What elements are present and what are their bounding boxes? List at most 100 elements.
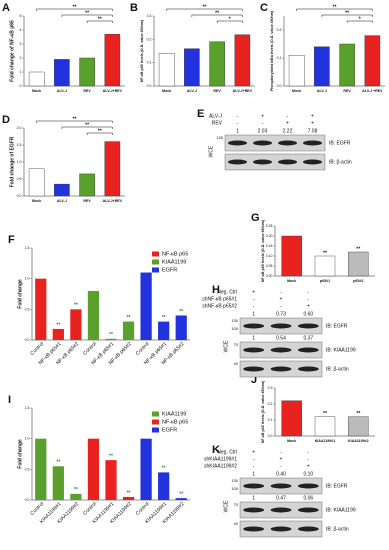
bar [158, 53, 175, 87]
bar [234, 34, 251, 87]
band-ratio: 2.22 [283, 128, 293, 134]
band-ratio: 0.73 [276, 311, 286, 317]
y-tick-label: 0.3 [147, 14, 152, 18]
significance-bracket [36, 8, 113, 11]
significance-label: ** [162, 315, 166, 321]
band-label: IB: EGFR [329, 140, 351, 146]
side-label: WCE [208, 145, 214, 157]
significance-label: ** [109, 332, 113, 338]
legend-label: KIAA1199 [162, 411, 186, 417]
significance-label: ** [333, 4, 337, 10]
bar [158, 321, 170, 340]
band-ratio: 1 [236, 128, 239, 134]
side-label: WCE [223, 500, 229, 512]
blot-band [297, 483, 319, 489]
y-tick-label: 0.5 [25, 307, 30, 311]
blot-band [303, 159, 322, 165]
condition-sign: + [307, 303, 310, 309]
y-tick-label: 0.1 [147, 61, 152, 65]
band-ratio: 0.40 [276, 471, 286, 477]
legend-label: EGFR [162, 427, 177, 433]
x-tick-label: Mock [32, 199, 41, 203]
significance-label: ** [74, 487, 78, 493]
y-tick-label: 0.5 [17, 177, 22, 181]
significance-label: ** [356, 246, 360, 252]
y-axis-title: NF-κB p65 levels (O.D. value 450nm) [261, 219, 265, 282]
band-ratio: 1 [252, 335, 255, 341]
blot-band [228, 159, 247, 165]
bar [348, 416, 369, 437]
x-tick-label: ALV-J+REV [103, 89, 123, 93]
blot-band [297, 366, 319, 372]
y-tick-label: 0.05 [266, 264, 273, 268]
blot-band [270, 483, 292, 489]
x-tick-label: Mock [287, 439, 296, 443]
bar [348, 251, 369, 277]
bar [314, 46, 330, 87]
band-ratio: 7.08 [308, 128, 318, 134]
condition-sign: - [307, 296, 309, 302]
condition-label: Neg. Ctrl [217, 449, 237, 455]
bar [104, 141, 121, 197]
side-label: WCE [223, 340, 229, 352]
bar [364, 35, 381, 87]
condition-sign: - [253, 296, 255, 302]
blot-band [228, 140, 247, 146]
bar [158, 472, 170, 500]
condition-sign: - [280, 303, 282, 309]
significance-bracket [321, 14, 373, 17]
band-label: IB: β-actin [326, 366, 349, 372]
significance-label: ** [98, 16, 102, 22]
panel-label: B [130, 2, 138, 14]
blot-band [270, 526, 292, 532]
legend-swatch [152, 419, 159, 425]
x-tick-label: ALV-J+REV [233, 89, 253, 93]
condition-sign: + [280, 296, 283, 302]
bar [209, 41, 225, 87]
bar [314, 255, 336, 277]
legend-swatch [152, 427, 159, 433]
significance-label: ** [215, 10, 219, 16]
condition-sign: - [307, 289, 309, 295]
blot-band [253, 159, 272, 165]
bar [288, 55, 305, 87]
condition-label: Neg. Ctrl [217, 289, 237, 295]
x-tick-label: Control [82, 501, 98, 517]
blot-band [243, 507, 265, 513]
y-axis-title: Phosphorylated IκBα levels (O.D. value 4… [270, 10, 274, 91]
panel-label: J [251, 374, 257, 386]
condition-sign: + [311, 120, 314, 126]
y-tick-label: 0.2 [147, 37, 152, 41]
x-tick-label: KIAA1199#2 [348, 439, 369, 443]
y-tick-label: 3 [20, 42, 22, 46]
x-tick-label: Control [82, 341, 98, 357]
significance-bracket [296, 8, 373, 11]
condition-sign: - [280, 449, 282, 455]
size-marker: 130 [231, 318, 238, 323]
band-ratio: 0.47 [276, 495, 286, 501]
band-ratio: 0.60 [303, 311, 313, 317]
condition-sign: - [307, 449, 309, 455]
size-marker: 40 [234, 361, 239, 366]
y-tick-label: 5 [20, 14, 22, 18]
condition-sign: - [262, 120, 264, 126]
blot-band [297, 526, 319, 532]
panel-label: I [8, 394, 11, 406]
x-tick-label: REV [213, 89, 221, 93]
band-ratio: 1 [252, 495, 255, 501]
bar [70, 493, 82, 500]
x-tick-label: p65#1 [320, 279, 330, 283]
significance-label: ** [85, 10, 89, 16]
condition-sign: + [307, 463, 310, 469]
condition-sign: - [307, 456, 309, 462]
y-tick-label: 0.3 [268, 386, 273, 390]
size-marker: 130 [231, 478, 238, 483]
y-axis-title: NF-κB p65 levels (O.D. value 450nm) [140, 19, 144, 82]
y-tick-label: 0.1 [277, 56, 282, 60]
blot-band [243, 483, 265, 489]
y-tick-label: 1.5 [25, 406, 30, 410]
size-marker: 40 [234, 521, 239, 526]
y-axis-title: NF-κB p65 levels (O.D. value 450nm) [261, 380, 265, 443]
significance-label: ** [323, 250, 327, 256]
bar [140, 272, 152, 340]
